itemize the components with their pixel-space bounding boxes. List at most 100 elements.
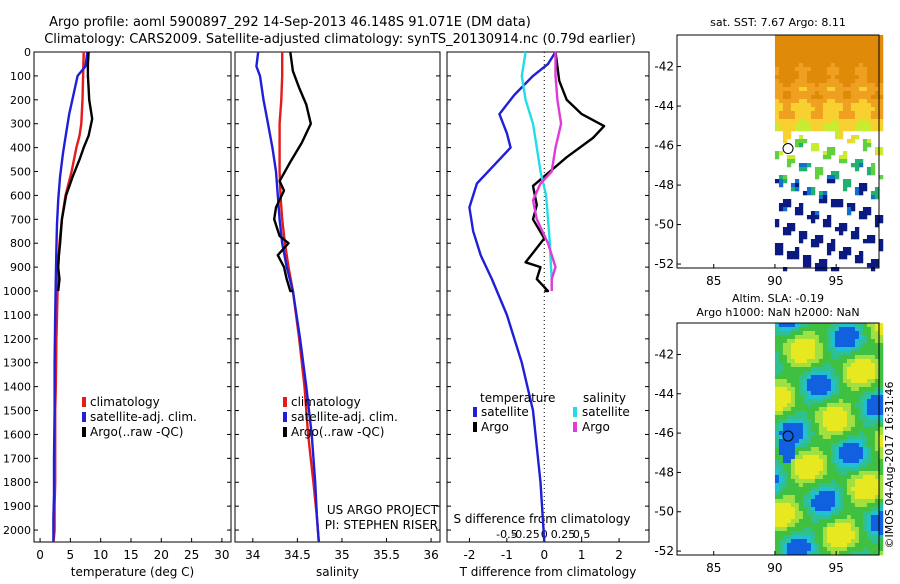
map-cell bbox=[866, 75, 872, 80]
map-cell bbox=[794, 387, 800, 392]
map-cell bbox=[778, 179, 784, 184]
map-cell bbox=[786, 383, 792, 388]
map-cell bbox=[850, 423, 856, 428]
map-cell bbox=[806, 463, 812, 468]
map-cell bbox=[858, 391, 864, 396]
map-cell bbox=[834, 487, 840, 492]
x-tick-label: 15 bbox=[123, 548, 138, 562]
map-cell bbox=[778, 547, 784, 552]
map-cell bbox=[850, 467, 856, 472]
map-cell bbox=[834, 47, 840, 52]
map-cell bbox=[814, 323, 820, 328]
map-cell bbox=[778, 387, 784, 392]
map-cell bbox=[786, 363, 792, 368]
map-cell bbox=[810, 507, 816, 512]
map-cell bbox=[818, 267, 824, 272]
map-cell bbox=[838, 63, 844, 68]
map-cell bbox=[866, 507, 872, 512]
map-cell bbox=[794, 427, 800, 432]
map-cell bbox=[830, 147, 836, 152]
map-cell bbox=[874, 327, 880, 332]
map-cell bbox=[826, 383, 832, 388]
map-cell bbox=[858, 463, 864, 468]
map-cell bbox=[802, 415, 808, 420]
map-cell bbox=[862, 343, 868, 348]
map-cell bbox=[786, 339, 792, 344]
map-cell bbox=[842, 107, 848, 112]
map-cell bbox=[850, 499, 856, 504]
map-cell bbox=[826, 439, 832, 444]
map-cell bbox=[794, 367, 800, 372]
map-cell bbox=[830, 471, 836, 476]
map-cell bbox=[866, 167, 872, 172]
map-cell bbox=[774, 495, 780, 500]
map-cell bbox=[862, 423, 868, 428]
map-cell bbox=[822, 467, 828, 472]
map-cell bbox=[818, 519, 824, 524]
map-cell bbox=[846, 479, 852, 484]
map-cell bbox=[786, 523, 792, 528]
map-cell bbox=[838, 227, 844, 232]
map-cell bbox=[778, 391, 784, 396]
map-cell bbox=[846, 183, 852, 188]
map-cell bbox=[874, 99, 880, 104]
map-cell bbox=[854, 331, 860, 336]
map-cell bbox=[870, 363, 876, 368]
map-cell bbox=[810, 363, 816, 368]
map-cell bbox=[870, 443, 876, 448]
map-cell bbox=[866, 499, 872, 504]
map-cell bbox=[834, 499, 840, 504]
legend-swatch bbox=[283, 427, 287, 437]
map-cell bbox=[870, 523, 876, 528]
map-cell bbox=[782, 483, 788, 488]
map-cell bbox=[818, 455, 824, 460]
map-cell bbox=[858, 343, 864, 348]
map-cell bbox=[874, 187, 880, 192]
map-cell bbox=[798, 347, 804, 352]
map-cell bbox=[786, 395, 792, 400]
map-cell bbox=[850, 407, 856, 412]
map-cell bbox=[874, 343, 880, 348]
map-cell bbox=[842, 247, 848, 252]
map-cell bbox=[838, 351, 844, 356]
map-cell bbox=[862, 527, 868, 532]
map-cell bbox=[782, 95, 788, 100]
map-cell bbox=[774, 491, 780, 496]
map-cell bbox=[826, 35, 832, 40]
x2-tick-label: 0.25 bbox=[551, 528, 576, 541]
map-cell bbox=[814, 483, 820, 488]
map-cell bbox=[798, 59, 804, 64]
map-cell bbox=[774, 419, 780, 424]
map-cell bbox=[830, 95, 836, 100]
plot-frame bbox=[234, 51, 441, 543]
map-cell bbox=[854, 535, 860, 540]
map-cell bbox=[874, 503, 880, 508]
map-cell bbox=[790, 511, 796, 516]
map-cell bbox=[862, 107, 868, 112]
map-cell bbox=[822, 479, 828, 484]
map-cell bbox=[786, 119, 792, 124]
map-cell bbox=[830, 451, 836, 456]
map-cell bbox=[814, 63, 820, 68]
map-cell bbox=[830, 371, 836, 376]
map-cell bbox=[838, 251, 844, 256]
map-cell bbox=[786, 351, 792, 356]
map-cell bbox=[838, 339, 844, 344]
map-cell bbox=[798, 339, 804, 344]
map-cell bbox=[802, 71, 808, 76]
map-cell bbox=[850, 551, 856, 556]
map-cell bbox=[794, 327, 800, 332]
map-cell bbox=[850, 451, 856, 456]
map-cell bbox=[830, 107, 836, 112]
map-cell bbox=[782, 99, 788, 104]
map-cell bbox=[822, 407, 828, 412]
map-cell bbox=[858, 91, 864, 96]
map-cell bbox=[818, 79, 824, 84]
x-tick-label: 85 bbox=[706, 561, 721, 575]
map-cell bbox=[878, 367, 884, 372]
map-cell bbox=[802, 455, 808, 460]
map-cell bbox=[834, 511, 840, 516]
map-cell bbox=[810, 423, 816, 428]
map-cell bbox=[790, 79, 796, 84]
map-cell bbox=[858, 511, 864, 516]
